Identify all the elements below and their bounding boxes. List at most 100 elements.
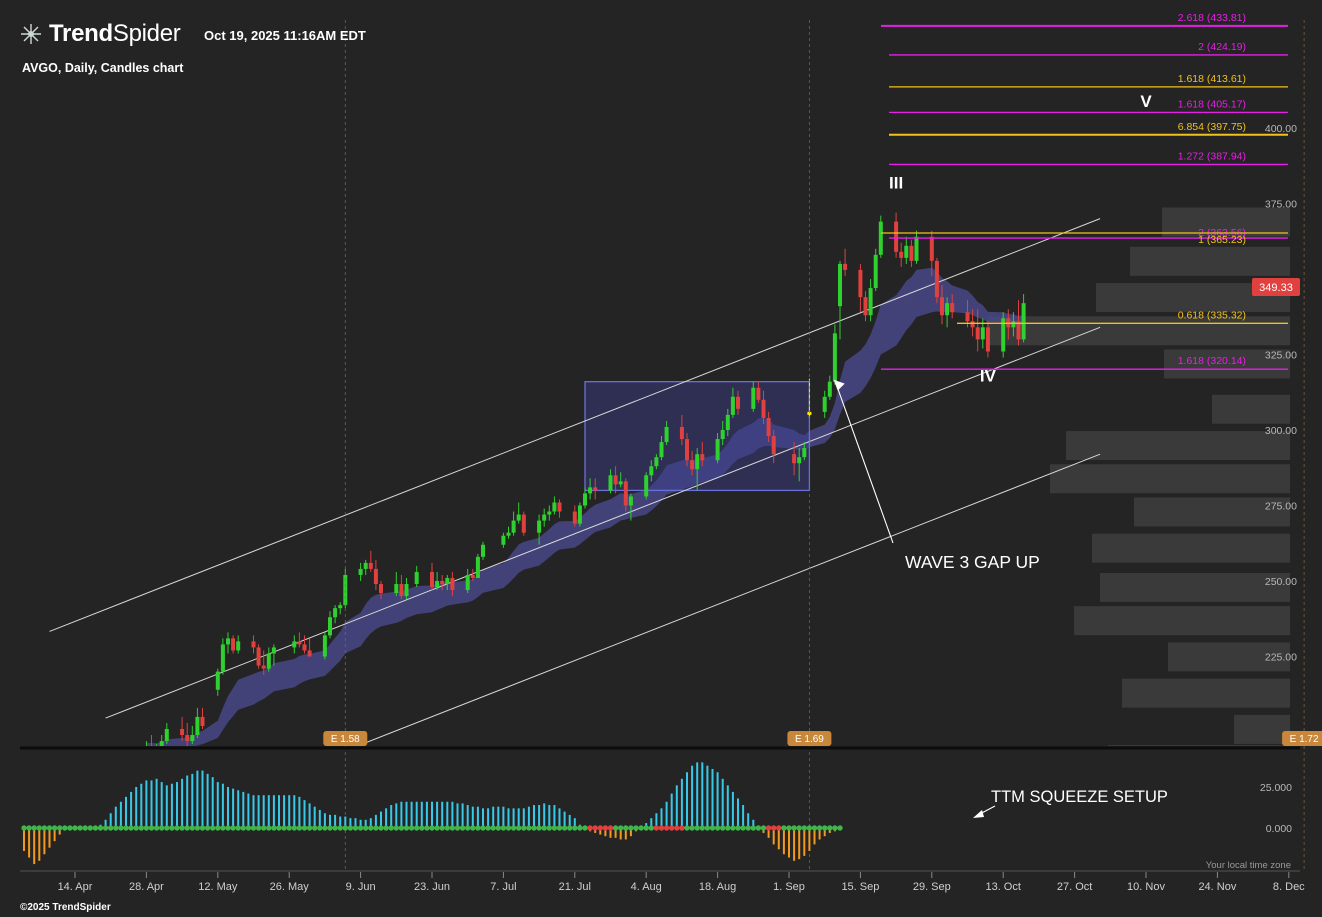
squeeze-dot — [143, 825, 150, 831]
candle-body — [838, 263, 842, 307]
squeeze-dot — [429, 825, 435, 831]
candle-body — [363, 562, 368, 569]
brand-light: Spider — [112, 20, 181, 47]
squeeze-dot — [266, 825, 272, 831]
candle — [700, 442, 705, 467]
candle — [435, 571, 440, 591]
squeeze-dot — [342, 825, 348, 831]
squeeze-dot — [128, 825, 134, 831]
candle — [145, 741, 147, 746]
time-axis-tick: 12. May — [198, 881, 238, 893]
candle — [445, 574, 450, 591]
candle — [236, 635, 241, 654]
squeeze-dot — [526, 825, 532, 831]
squeeze-dot — [276, 825, 282, 831]
candle-body — [450, 577, 455, 591]
candle-body — [256, 647, 261, 666]
candle — [618, 472, 623, 488]
squeeze-dot — [796, 825, 802, 831]
squeeze-dot — [684, 825, 690, 831]
squeeze-dot — [516, 825, 522, 831]
squeeze-arrow-head — [973, 810, 984, 818]
price-axis-tick: 225.00 — [1265, 652, 1297, 664]
candle-body — [373, 568, 378, 585]
volume-profile — [988, 207, 1290, 746]
squeeze-dot — [383, 825, 389, 831]
wave3-arrow-line — [835, 382, 894, 544]
squeeze-dot — [602, 825, 609, 831]
candle-body — [328, 617, 332, 636]
candle — [588, 478, 593, 500]
squeeze-dot — [694, 825, 700, 831]
candle-body — [501, 535, 506, 545]
squeeze-dot — [480, 825, 486, 831]
squeeze-dot — [123, 825, 129, 831]
squeeze-dot — [653, 825, 660, 831]
squeeze-dot — [271, 825, 277, 831]
candle-body — [827, 381, 832, 397]
earnings-badge: E 1.58 — [323, 731, 368, 746]
squeeze-dot — [378, 825, 384, 831]
candle-body — [914, 236, 919, 261]
squeeze-dot — [490, 825, 496, 831]
indicator-axis-tick: 25.000 — [1260, 782, 1292, 794]
squeeze-dot — [138, 825, 144, 831]
squeeze-dot — [725, 825, 731, 831]
squeeze-dot — [118, 825, 124, 831]
earnings-badge-label: E 1.58 — [331, 734, 360, 745]
squeeze-dot — [444, 825, 450, 831]
candle-body — [644, 475, 649, 497]
fib-level-label: 1 (365.23) — [1198, 234, 1246, 246]
squeeze-dot — [755, 825, 762, 831]
candle-body — [220, 644, 225, 672]
squeeze-dot — [291, 825, 297, 831]
squeeze-dot — [791, 825, 797, 831]
candle — [430, 562, 434, 591]
candle — [164, 722, 169, 745]
candle-body — [873, 254, 878, 289]
time-axis-tick: 28. Apr — [129, 881, 164, 893]
candle-body — [180, 728, 185, 736]
candle — [1011, 312, 1016, 337]
candle — [608, 469, 613, 494]
candle-body — [623, 481, 628, 506]
squeeze-dot — [459, 825, 466, 831]
squeeze-dot — [745, 825, 751, 831]
copyright: ©2025 TrendSpider — [20, 902, 111, 913]
candle — [552, 496, 557, 515]
candle-body — [945, 303, 950, 316]
volume-profile-bar — [1066, 431, 1290, 461]
squeeze-dot — [607, 825, 614, 831]
earnings-badge: E 1.69 — [787, 731, 832, 746]
squeeze-dot — [643, 825, 649, 831]
squeeze-dot — [740, 825, 746, 831]
candle — [190, 725, 195, 745]
candle-body — [195, 716, 200, 736]
candle-body — [583, 493, 587, 506]
logo-icon — [21, 24, 41, 44]
squeeze-dot — [255, 825, 262, 831]
squeeze-dot — [699, 825, 705, 831]
squeeze-dot — [393, 825, 399, 831]
squeeze-dot — [689, 825, 695, 831]
candle — [695, 448, 700, 491]
squeeze-dot — [250, 825, 257, 831]
candle — [307, 638, 312, 657]
squeeze-dot — [82, 825, 88, 831]
squeeze-dot — [674, 825, 680, 831]
candle-body — [807, 411, 812, 415]
squeeze-dot — [419, 825, 425, 831]
candle — [379, 581, 383, 600]
squeeze-dot — [781, 825, 787, 831]
candle — [863, 291, 868, 322]
candle — [873, 248, 878, 292]
squeeze-dot — [153, 825, 160, 831]
candle — [644, 472, 649, 500]
candle-body — [511, 520, 516, 533]
candle-body — [302, 644, 307, 651]
candle — [797, 448, 802, 482]
squeeze-dot — [87, 825, 94, 831]
squeeze-dot — [301, 825, 308, 831]
candle — [481, 541, 485, 560]
